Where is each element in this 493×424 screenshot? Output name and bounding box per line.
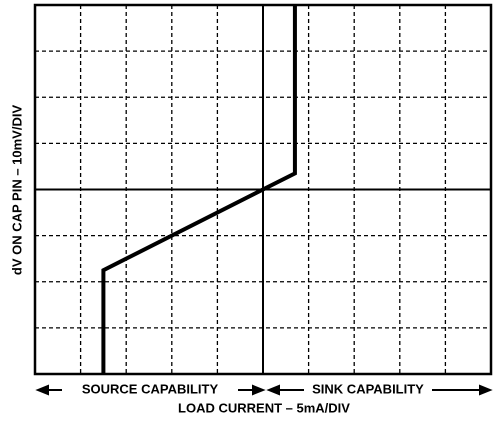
- annotation: SINK CAPABILITY: [312, 381, 424, 396]
- plot-frame: [33, 3, 493, 376]
- y-axis-label: dV ON CAP PIN – 10mV/DIV: [9, 105, 24, 276]
- data-line: [101, 5, 297, 374]
- annotation: SOURCE CAPABILITY: [82, 381, 219, 396]
- x-axis-label: LOAD CURRENT – 5mA/DIV: [178, 400, 350, 415]
- arrows: [35, 384, 493, 396]
